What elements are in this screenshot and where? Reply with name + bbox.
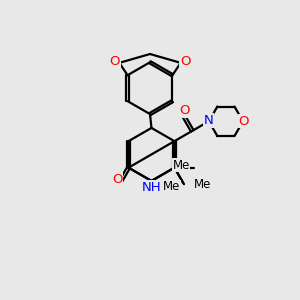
Text: O: O [112, 173, 123, 186]
Text: Me: Me [163, 180, 180, 193]
Text: O: O [180, 55, 190, 68]
Text: NH: NH [142, 181, 162, 194]
Text: Me: Me [194, 178, 211, 191]
Text: N: N [204, 114, 214, 127]
Text: O: O [179, 104, 189, 117]
Text: O: O [238, 115, 249, 128]
Text: O: O [110, 55, 120, 68]
Text: Me: Me [172, 159, 190, 172]
